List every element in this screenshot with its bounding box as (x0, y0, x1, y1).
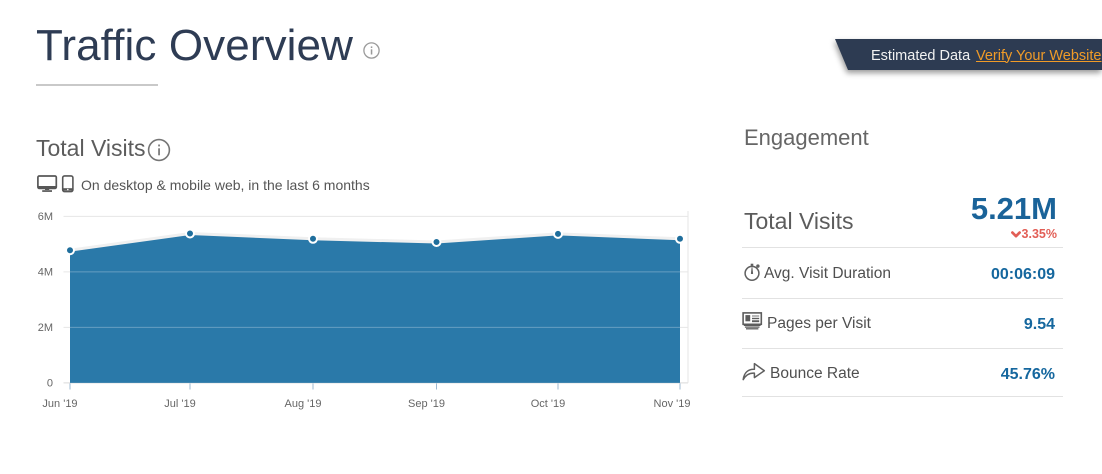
svg-text:Jun '19: Jun '19 (42, 398, 77, 410)
svg-text:Oct '19: Oct '19 (531, 398, 566, 410)
svg-text:Sep '19: Sep '19 (408, 398, 445, 410)
svg-text:4M: 4M (38, 266, 53, 278)
svg-text:2M: 2M (38, 322, 53, 334)
svg-text:6M: 6M (38, 211, 53, 223)
svg-text:Aug '19: Aug '19 (285, 398, 322, 410)
svg-text:Nov '19: Nov '19 (654, 398, 691, 410)
svg-text:Jul '19: Jul '19 (164, 398, 195, 410)
svg-text:0: 0 (47, 377, 53, 389)
